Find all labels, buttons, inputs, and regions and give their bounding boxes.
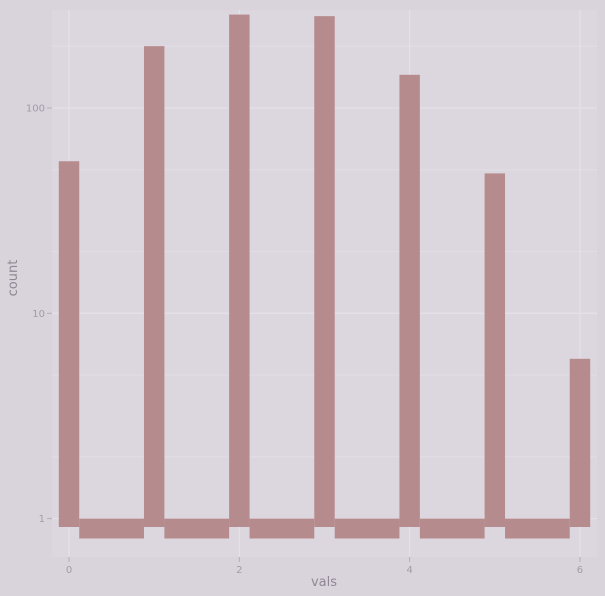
x-tick-label: 6 [577,565,583,576]
histogram-bar [314,16,335,527]
bar-series [58,14,591,539]
histogram-bar [249,518,315,539]
histogram-bar [79,518,144,539]
x-tick-label: 2 [236,565,242,576]
histogram-bar [419,518,485,539]
y-tick-label: 100 [26,103,45,114]
histogram-bar [143,46,165,528]
axis-ticks: 1 10 100 0 2 4 6 [26,103,583,576]
y-tick-label: 10 [32,309,45,320]
histogram-bar [484,173,506,527]
histogram-bar [399,74,420,527]
x-tick-label: 0 [66,565,72,576]
histogram-bar [334,518,400,539]
histogram-bar [229,14,250,527]
x-tick-label: 4 [406,565,412,576]
y-axis-label: count [6,260,21,297]
histogram-bar [58,161,80,527]
histogram-bar [164,518,230,539]
histogram-bar [505,518,570,539]
histogram-bar [569,358,591,527]
y-tick-label: 1 [39,514,45,525]
x-axis-label: vals [311,575,337,590]
